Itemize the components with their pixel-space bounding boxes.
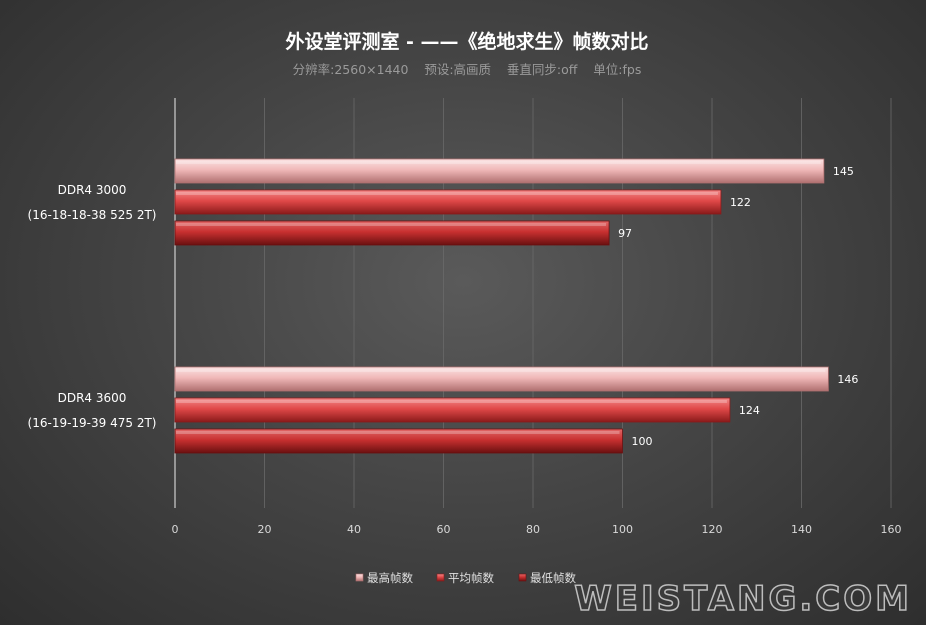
x-tick-label: 20 [258,523,272,536]
legend: 最高帧数 平均帧数 最低帧数 [355,571,576,585]
x-tick-label: 140 [791,523,812,536]
data-label: 97 [618,227,632,240]
bar-highlight [176,400,727,403]
data-label: 124 [739,404,760,417]
x-tick-labels: 0 20 40 60 80 100 120 140 160 [172,523,902,536]
bar [174,220,610,246]
x-tick-label: 160 [881,523,902,536]
data-labels: 145 122 97 146 124 100 [618,165,858,448]
x-tick-label: 80 [526,523,540,536]
data-label: 146 [837,373,858,386]
legend-swatch [355,573,364,582]
category-label: DDR4 3000 [58,183,127,197]
bar [174,189,722,215]
bar-highlight [176,161,821,164]
bar [174,428,623,454]
data-label: 145 [833,165,854,178]
bar [174,397,731,423]
category-label: (16-19-19-39 475 2T) [28,416,157,430]
legend-label: 最低帧数 [530,571,576,585]
bar [174,366,829,392]
category-labels: DDR4 3000 (16-18-18-38 525 2T) DDR4 3600 (1… [28,183,157,430]
x-tick-label: 120 [702,523,723,536]
legend-swatch [436,573,445,582]
legend-label: 最高帧数 [367,571,413,585]
bar-highlight [176,223,607,226]
category-label: (16-18-18-38 525 2T) [28,208,157,222]
x-tick-label: 100 [612,523,633,536]
x-tick-label: 60 [437,523,451,536]
chart-subtitle: 分辨率:2560×1440 预设:高画质 垂直同步:off 单位:fps [293,62,642,77]
bar-highlight [176,369,826,372]
bar [174,158,825,184]
x-tick-label: 0 [172,523,179,536]
legend-swatch [518,573,527,582]
bars [174,158,829,454]
watermark-logo: WEISTANG.COM [574,578,912,620]
chart-title: 外设堂评测室 - ——《绝地求生》帧数对比 [285,30,648,53]
legend-label: 平均帧数 [448,571,494,585]
bar-highlight [176,431,620,434]
data-label: 100 [632,435,653,448]
bar-highlight [176,192,718,195]
category-label: DDR4 3600 [58,391,127,405]
data-label: 122 [730,196,751,209]
x-tick-label: 40 [347,523,361,536]
